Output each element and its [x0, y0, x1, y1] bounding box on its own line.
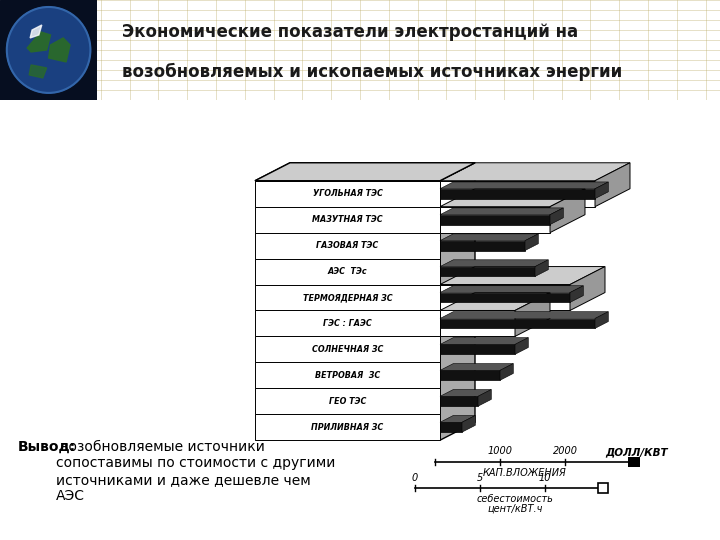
Polygon shape [550, 208, 563, 225]
Polygon shape [440, 260, 549, 267]
Polygon shape [440, 293, 570, 302]
Polygon shape [440, 267, 535, 276]
Polygon shape [440, 396, 478, 406]
Text: возобновляемые источники
сопоставимы по стоимости с другими
источниками и даже д: возобновляемые источники сопоставимы по … [56, 440, 336, 503]
Text: себестоимость: себестоимость [477, 494, 554, 504]
Polygon shape [440, 241, 525, 251]
Text: ВЕТРОВАЯ  ЗС: ВЕТРОВАЯ ЗС [315, 371, 380, 380]
Polygon shape [440, 286, 583, 293]
Polygon shape [440, 310, 515, 336]
Polygon shape [478, 389, 491, 406]
Polygon shape [595, 182, 608, 199]
Polygon shape [255, 336, 440, 362]
Polygon shape [440, 285, 570, 310]
Polygon shape [595, 312, 608, 328]
Polygon shape [440, 189, 595, 199]
Polygon shape [550, 188, 585, 233]
Polygon shape [440, 163, 475, 440]
Polygon shape [255, 181, 440, 207]
Polygon shape [49, 38, 70, 62]
Polygon shape [255, 362, 440, 388]
Circle shape [6, 7, 91, 93]
Polygon shape [440, 389, 491, 396]
Text: СОЛНЕЧНАЯ ЗС: СОЛНЕЧНАЯ ЗС [312, 345, 383, 354]
Text: 10: 10 [539, 473, 552, 483]
Polygon shape [255, 285, 440, 310]
Polygon shape [440, 415, 475, 422]
Text: Вывод:: Вывод: [18, 440, 76, 454]
Polygon shape [440, 188, 585, 207]
Text: УГОЛЬНАЯ ТЭС: УГОЛЬНАЯ ТЭС [312, 189, 382, 198]
Polygon shape [255, 233, 440, 259]
Text: 0: 0 [412, 473, 418, 483]
Polygon shape [440, 234, 539, 241]
Polygon shape [440, 208, 563, 215]
Polygon shape [440, 207, 550, 233]
Polygon shape [440, 338, 528, 345]
Polygon shape [628, 457, 640, 467]
Polygon shape [440, 370, 500, 380]
Polygon shape [255, 163, 475, 181]
Polygon shape [30, 25, 42, 38]
Polygon shape [525, 234, 539, 251]
Text: ГЕО ТЭС: ГЕО ТЭС [329, 397, 366, 406]
Polygon shape [255, 207, 440, 233]
Polygon shape [440, 345, 515, 354]
Text: ПРИЛИВНАЯ ЗС: ПРИЛИВНАЯ ЗС [311, 423, 384, 432]
Polygon shape [570, 286, 583, 302]
Polygon shape [27, 32, 50, 52]
Text: АЭС  ТЭс: АЭС ТЭс [328, 267, 367, 276]
FancyBboxPatch shape [598, 483, 608, 493]
Polygon shape [255, 163, 475, 181]
Text: ДОЛЛ/КВТ: ДОЛЛ/КВТ [605, 447, 667, 457]
Text: 5: 5 [477, 473, 483, 483]
Polygon shape [440, 363, 513, 370]
Text: КАП.ВЛОЖЕНИЯ: КАП.ВЛОЖЕНИЯ [483, 468, 567, 478]
Polygon shape [440, 312, 608, 319]
Text: цент/кВТ.ч: цент/кВТ.ч [487, 503, 543, 513]
Polygon shape [535, 260, 549, 276]
Polygon shape [440, 182, 608, 189]
Text: ГЭС : ГАЭС: ГЭС : ГАЭС [323, 319, 372, 328]
Polygon shape [595, 163, 630, 207]
Polygon shape [440, 163, 630, 181]
Polygon shape [255, 310, 440, 336]
Polygon shape [29, 65, 47, 78]
Polygon shape [570, 267, 605, 310]
Text: 1000: 1000 [487, 446, 513, 456]
Text: возобновляемых и ископаемых источниках энергии: возобновляемых и ископаемых источниках э… [122, 63, 623, 81]
Text: 2000: 2000 [552, 446, 577, 456]
Text: Экономические показатели электростанций на: Экономические показатели электростанций … [122, 23, 579, 41]
Polygon shape [500, 363, 513, 380]
Text: ГАЗОВАЯ ТЭС: ГАЗОВАЯ ТЭС [316, 241, 379, 250]
Polygon shape [462, 415, 475, 432]
Text: ТЕРМОЯДЕРНАЯ ЗС: ТЕРМОЯДЕРНАЯ ЗС [302, 293, 392, 302]
Polygon shape [440, 267, 605, 285]
Polygon shape [255, 388, 440, 414]
Polygon shape [515, 338, 528, 354]
Polygon shape [440, 422, 462, 432]
Polygon shape [440, 181, 595, 207]
Text: МАЗУТНАЯ ТЭС: МАЗУТНАЯ ТЭС [312, 215, 383, 224]
Polygon shape [440, 215, 550, 225]
Polygon shape [515, 293, 550, 336]
Polygon shape [440, 293, 550, 310]
Polygon shape [255, 259, 440, 285]
Polygon shape [255, 414, 440, 440]
Polygon shape [440, 319, 595, 328]
